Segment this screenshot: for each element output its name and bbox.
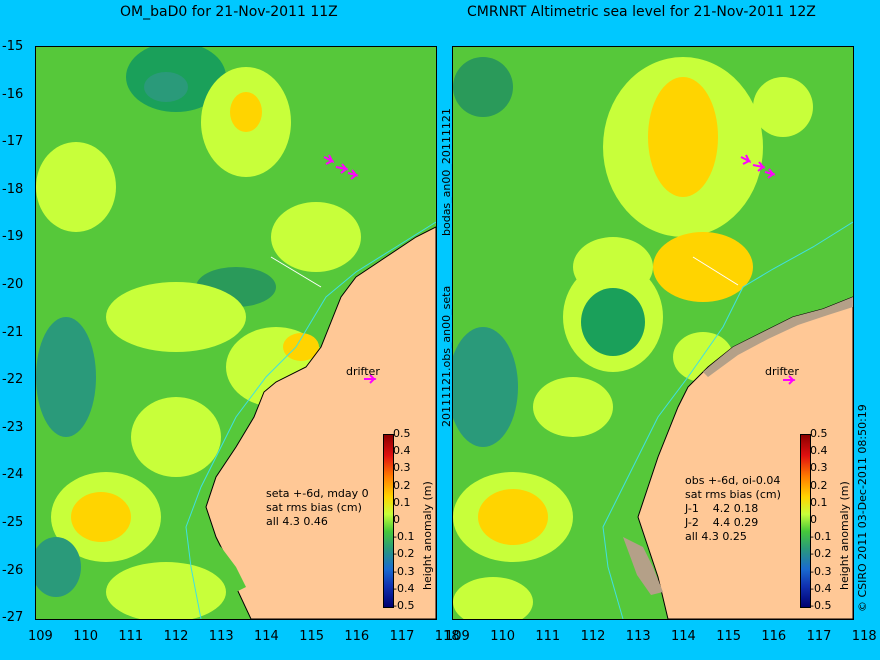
colorbar-tick: 0.5 bbox=[810, 427, 828, 440]
lat-tick-label: -19 bbox=[2, 229, 24, 245]
colorbar-tick: -0.4 bbox=[393, 581, 415, 595]
colorbar-tick: 0.4 bbox=[393, 444, 411, 458]
colorbar-right bbox=[800, 434, 811, 608]
stats-line: sat rms bias (cm) bbox=[266, 501, 362, 514]
lon-tick-label: 115 bbox=[716, 629, 742, 644]
lon-tick-label: 117 bbox=[389, 629, 415, 644]
right-map-canvas bbox=[453, 57, 853, 619]
stats-line: seta +-6d, mday 0 bbox=[266, 487, 369, 500]
stats-line: J-1 4.2 0.18 bbox=[685, 502, 759, 515]
colorbar-tick: -0.2 bbox=[810, 547, 832, 561]
lon-tick-label: 118 bbox=[851, 629, 877, 644]
colorbar-tick: 0.2 bbox=[393, 478, 411, 492]
stats-line: sat rms bias (cm) bbox=[685, 488, 781, 501]
lon-tick-label: 115 bbox=[299, 629, 325, 644]
lat-tick-label: -25 bbox=[2, 515, 24, 530]
lon-tick-label: 116 bbox=[344, 629, 370, 644]
lon-tick-label: 111 bbox=[118, 629, 144, 644]
lat-tick-label: -23 bbox=[2, 419, 24, 435]
left-stats: seta +-6d, mday 0 sat rms bias (cm) all 4.… bbox=[266, 487, 369, 529]
lon-tick-label: 118 bbox=[434, 629, 460, 644]
colorbar-tick: 0.2 bbox=[810, 478, 828, 492]
lon-tick-label: 114 bbox=[671, 629, 696, 644]
drifter-label-left: drifter bbox=[346, 365, 380, 378]
lat-tick-label: -22 bbox=[2, 372, 24, 388]
right-stats: obs +-6d, oi-0.04 sat rms bias (cm) J-1 4.… bbox=[685, 474, 781, 544]
arrow-drifter-right bbox=[783, 375, 796, 385]
lat-tick-label: -24 bbox=[2, 467, 24, 483]
colorbar-tick: -0.1 bbox=[393, 530, 415, 544]
colorbar-tick: 0.1 bbox=[810, 495, 828, 509]
colorbar-tick: 0.3 bbox=[393, 461, 411, 475]
colorbar-tick: -0.5 bbox=[810, 599, 832, 612]
lat-tick-label: -20 bbox=[2, 277, 24, 292]
right-panel-title: CMRNRT Altimetric sea level for 21-Nov-2… bbox=[467, 4, 816, 20]
colorbar-label-left: height anomaly (m) bbox=[421, 481, 434, 590]
left-panel-title: OM_baD0 for 21-Nov-2011 11Z bbox=[120, 4, 338, 20]
stats-line: obs +-6d, oi-0.04 bbox=[685, 474, 781, 487]
colorbar-label-right: height anomaly (m) bbox=[838, 481, 851, 590]
stats-line: all 4.3 0.25 bbox=[685, 530, 747, 543]
lon-tick-label: 112 bbox=[580, 629, 606, 644]
right-map-panel: drifter obs +-6d, oi-0.04 sat rms bias (c… bbox=[452, 46, 854, 620]
lat-tick-label: -18 bbox=[2, 181, 24, 197]
stats-line: J-2 4.4 0.29 bbox=[685, 516, 759, 529]
lon-tick-label: 116 bbox=[761, 629, 787, 644]
lon-tick-label: 113 bbox=[625, 629, 651, 644]
colorbar-tick: -0.2 bbox=[393, 547, 415, 561]
file-label-upper: bodas_an00_20111121 bbox=[440, 108, 453, 236]
colorbar-tick: -0.3 bbox=[393, 564, 415, 578]
colorbar-tick: -0.3 bbox=[810, 564, 832, 578]
drifter-label-right: drifter bbox=[765, 365, 799, 378]
left-map-canvas bbox=[36, 47, 436, 619]
arrow-group-right-top bbox=[740, 154, 776, 179]
lat-tick-label: -17 bbox=[2, 134, 24, 150]
lon-tick-label: 117 bbox=[806, 629, 832, 644]
colorbar-tick: 0.5 bbox=[393, 427, 411, 440]
arrow-group-left-top bbox=[323, 154, 359, 180]
lon-tick-label: 113 bbox=[208, 629, 234, 644]
colorbar-tick: 0 bbox=[810, 513, 817, 526]
colorbar-tick: -0.1 bbox=[810, 530, 832, 544]
lat-tick-label: -16 bbox=[2, 86, 24, 102]
lat-tick-label: -21 bbox=[2, 324, 24, 340]
lat-tick-label: -15 bbox=[2, 39, 24, 54]
lat-tick-label: -26 bbox=[2, 562, 24, 578]
arrow-drifter-left bbox=[364, 374, 377, 384]
lon-tick-label: 111 bbox=[535, 629, 561, 644]
colorbar-left bbox=[383, 434, 394, 608]
lat-tick-label: -27 bbox=[2, 610, 24, 626]
lon-tick-label: 110 bbox=[490, 629, 516, 644]
lon-tick-label: 109 bbox=[28, 629, 53, 644]
lon-tick-label: 112 bbox=[163, 629, 189, 644]
left-map-panel: drifter seta +-6d, mday 0 sat rms bias (c… bbox=[35, 46, 437, 620]
colorbar-tick: -0.5 bbox=[393, 599, 415, 612]
colorbar-tick: 0 bbox=[393, 513, 400, 526]
lon-tick-label: 110 bbox=[73, 629, 99, 644]
lon-tick-label: 114 bbox=[254, 629, 279, 644]
colorbar-tick: 0.3 bbox=[810, 461, 828, 475]
colorbar-tick: 0.1 bbox=[393, 495, 411, 509]
colorbar-tick: -0.4 bbox=[810, 581, 832, 595]
file-label-lower: 20111121.obs_an00_seta bbox=[440, 285, 453, 427]
lon-tick-label: 109 bbox=[445, 629, 470, 644]
stats-line: all 4.3 0.46 bbox=[266, 515, 328, 528]
credit-text: © CSIRO 2011 03-Dec-2011 08:50:19 bbox=[856, 404, 869, 612]
colorbar-tick: 0.4 bbox=[810, 444, 828, 458]
